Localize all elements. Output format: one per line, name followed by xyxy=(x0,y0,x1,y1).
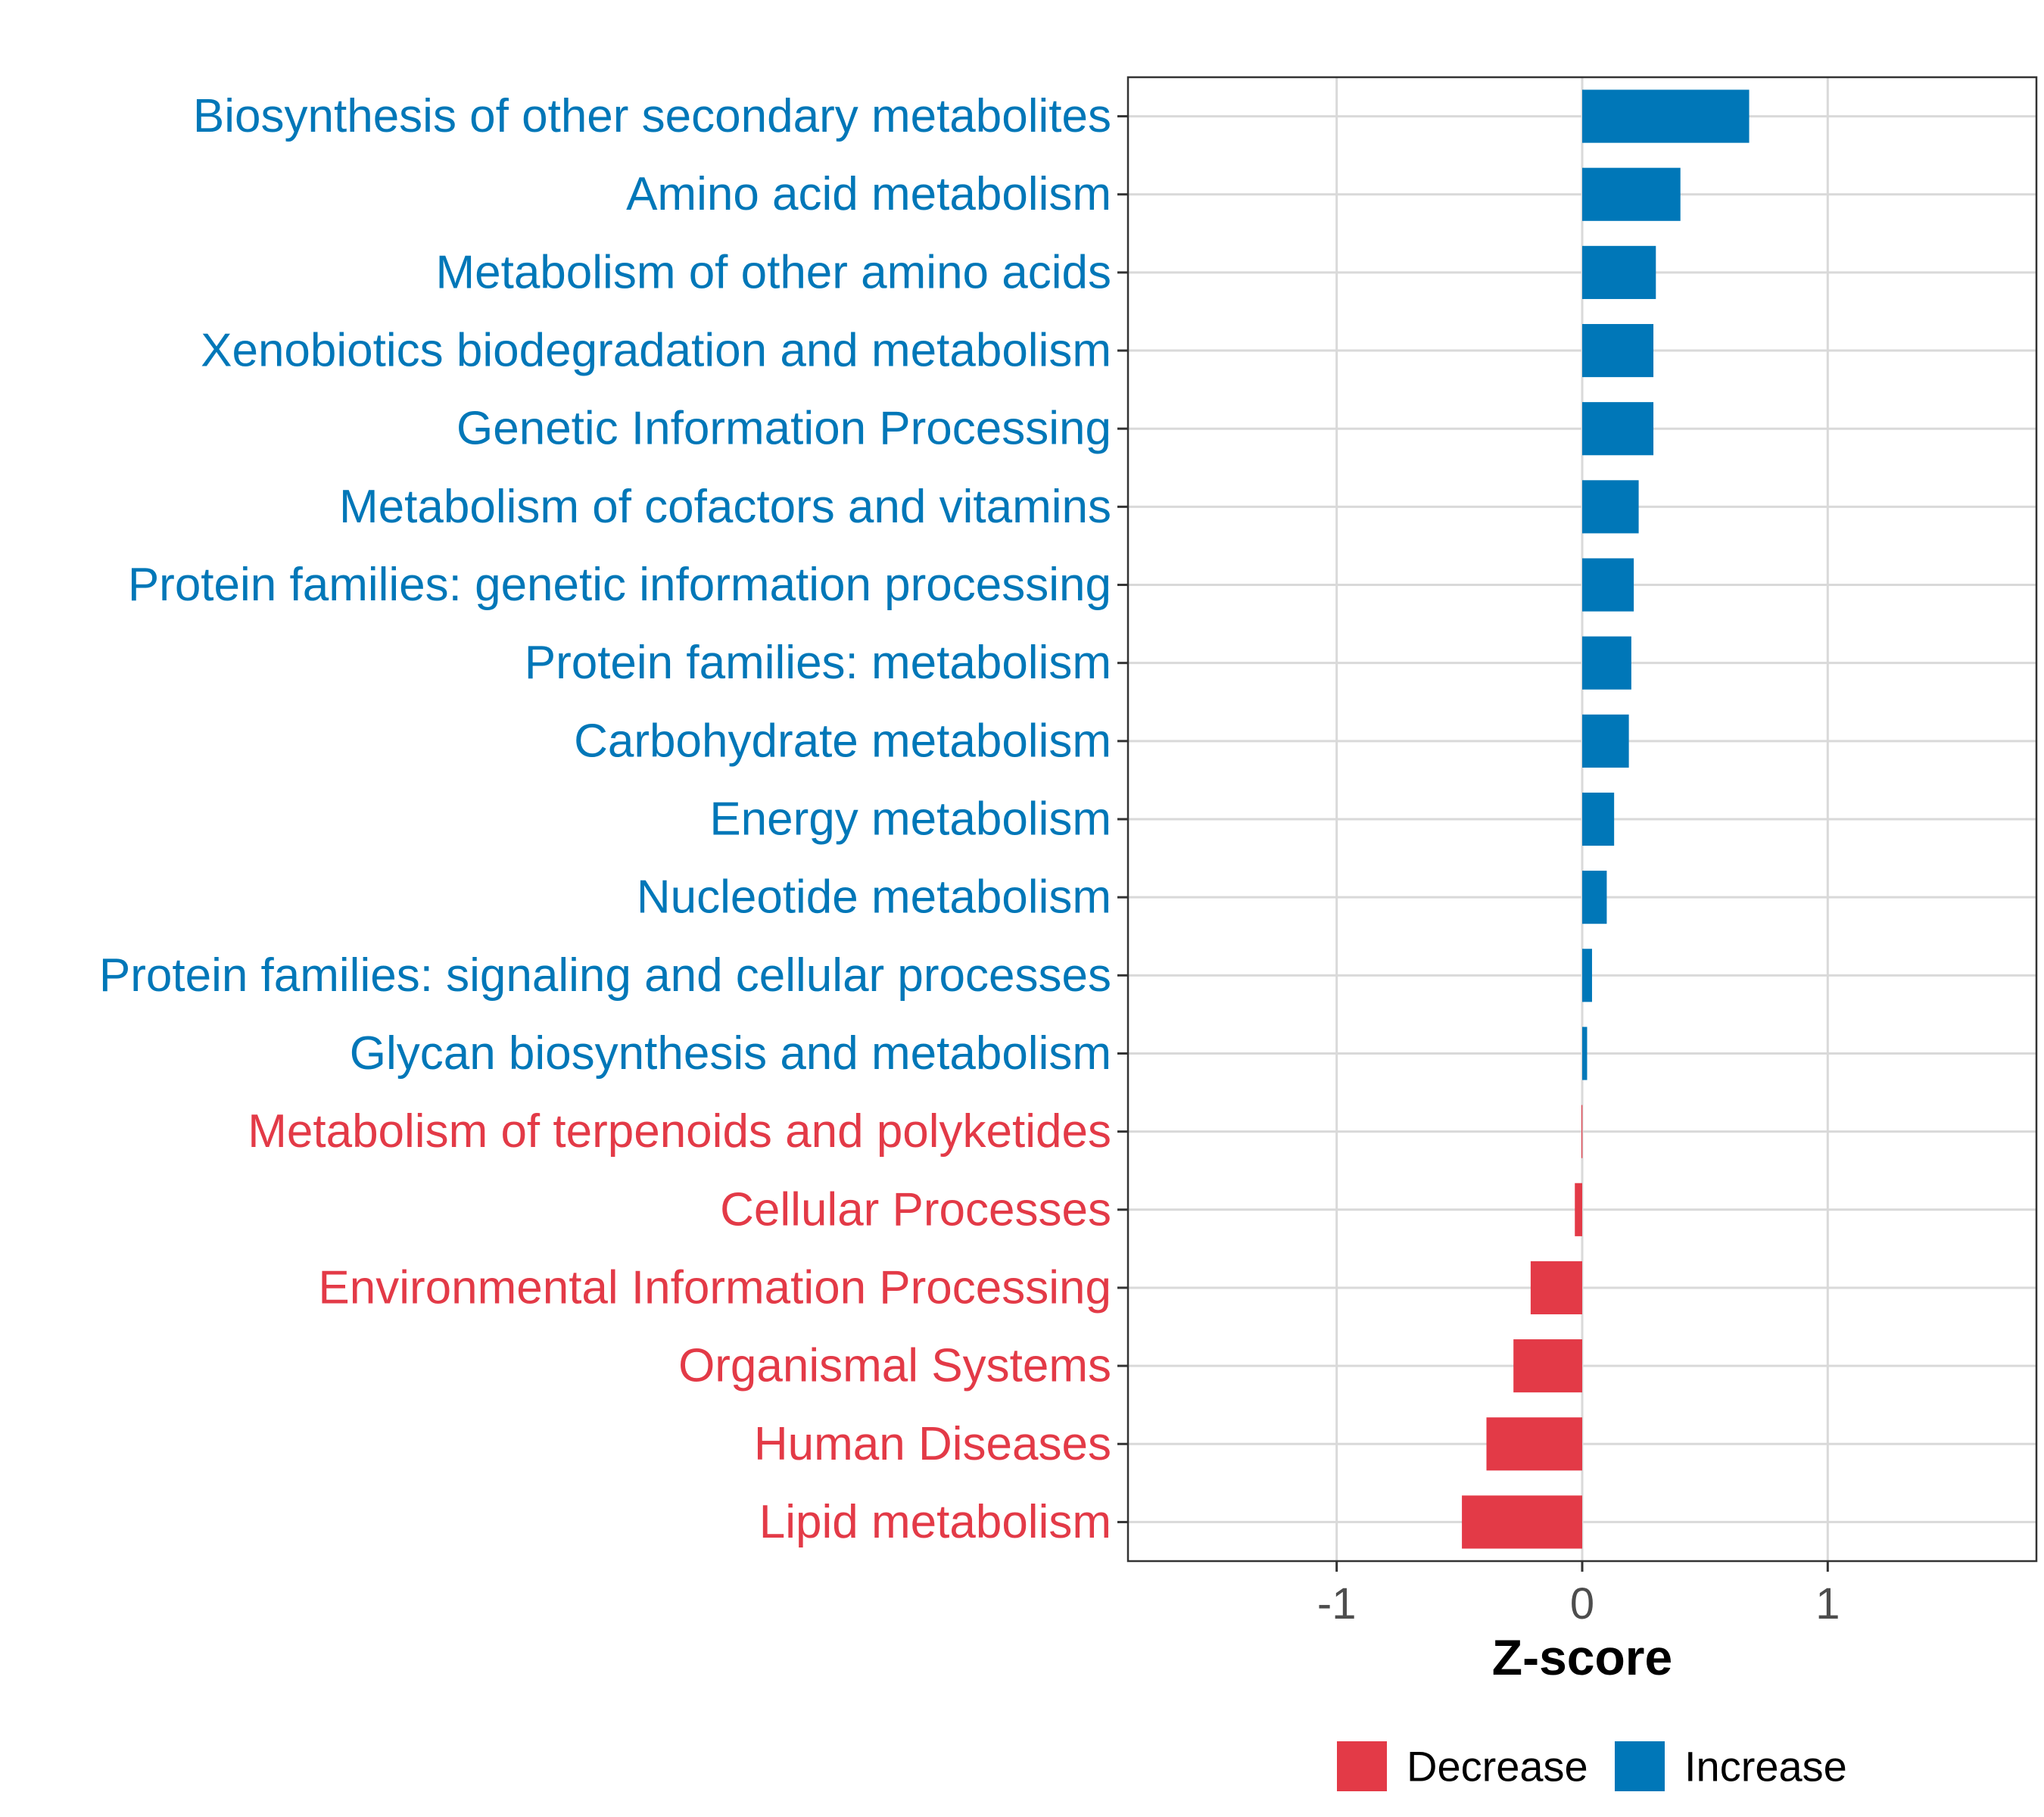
bar-0 xyxy=(1582,89,1750,143)
category-label-11: Protein families: signaling and cellular… xyxy=(99,949,1111,1002)
y-axis-labels: Biosynthesis of other secondary metaboli… xyxy=(99,90,1111,1548)
y-axis-ticks xyxy=(1117,115,1128,1523)
legend-label-increase: Increase xyxy=(1684,1743,1847,1791)
legend-key-decrease xyxy=(1337,1741,1387,1791)
category-label-0: Biosynthesis of other secondary metaboli… xyxy=(193,90,1111,142)
x-axis-ticks xyxy=(1335,1561,1829,1572)
category-label-17: Human Diseases xyxy=(754,1418,1111,1470)
bar-16 xyxy=(1513,1339,1582,1393)
bar-15 xyxy=(1530,1261,1582,1315)
legend: Decrease Increase xyxy=(1337,1741,1847,1791)
bar-12 xyxy=(1582,1027,1588,1080)
bar-6 xyxy=(1582,558,1634,612)
bar-8 xyxy=(1582,714,1629,768)
bar-9 xyxy=(1582,792,1615,846)
category-label-8: Carbohydrate metabolism xyxy=(574,715,1111,767)
bars xyxy=(1462,89,1750,1549)
category-label-4: Genetic Information Processing xyxy=(456,403,1111,455)
bar-14 xyxy=(1575,1183,1582,1236)
x-axis-labels: -1 0 1 xyxy=(1317,1579,1840,1628)
bar-11 xyxy=(1582,949,1592,1002)
bar-2 xyxy=(1582,245,1656,299)
legend-label-decrease: Decrease xyxy=(1407,1743,1588,1791)
category-label-7: Protein families: metabolism xyxy=(525,637,1111,689)
category-label-16: Organismal Systems xyxy=(678,1340,1111,1392)
bar-13 xyxy=(1581,1105,1583,1158)
category-label-15: Environmental Information Processing xyxy=(318,1261,1111,1314)
x-axis-title: Z-score xyxy=(1492,1629,1672,1685)
category-label-13: Metabolism of terpenoids and polyketides xyxy=(248,1105,1111,1158)
bar-7 xyxy=(1582,636,1631,690)
category-label-6: Protein families: genetic information pr… xyxy=(128,559,1111,611)
bar-3 xyxy=(1582,323,1654,378)
category-label-9: Energy metabolism xyxy=(709,793,1111,846)
bar-1 xyxy=(1582,167,1681,221)
category-label-18: Lipid metabolism xyxy=(759,1496,1111,1548)
bar-10 xyxy=(1582,871,1607,924)
legend-key-increase xyxy=(1615,1741,1665,1791)
category-label-10: Nucleotide metabolism xyxy=(637,871,1111,924)
bar-17 xyxy=(1486,1417,1582,1471)
category-label-5: Metabolism of cofactors and vitamins xyxy=(339,481,1111,533)
x-tick-label-2: 1 xyxy=(1815,1579,1840,1628)
bar-18 xyxy=(1462,1495,1582,1549)
category-label-3: Xenobiotics biodegradation and metabolis… xyxy=(201,325,1111,377)
category-label-14: Cellular Processes xyxy=(720,1183,1111,1236)
x-tick-label-1: 0 xyxy=(1570,1579,1594,1628)
category-label-12: Glycan biosynthesis and metabolism xyxy=(350,1027,1111,1080)
category-label-2: Metabolism of other amino acids xyxy=(435,246,1111,298)
category-label-1: Amino acid metabolism xyxy=(626,168,1111,220)
x-tick-label-0: -1 xyxy=(1317,1579,1357,1628)
bar-5 xyxy=(1582,480,1639,534)
bar-4 xyxy=(1582,402,1654,456)
